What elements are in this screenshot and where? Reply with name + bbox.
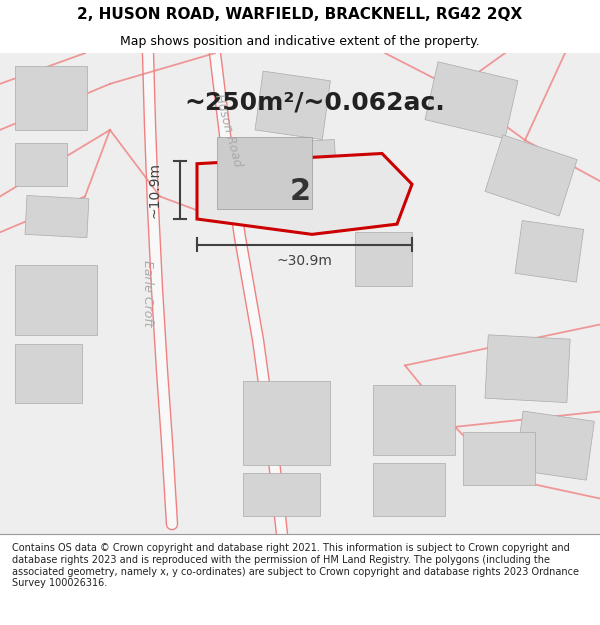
Text: ~10.9m: ~10.9m bbox=[147, 162, 161, 218]
Bar bbox=[25, 196, 89, 238]
Bar bbox=[485, 335, 570, 402]
Text: 2, HUSON ROAD, WARFIELD, BRACKNELL, RG42 2QX: 2, HUSON ROAD, WARFIELD, BRACKNELL, RG42… bbox=[77, 8, 523, 22]
Bar bbox=[373, 385, 455, 454]
Text: ~30.9m: ~30.9m bbox=[277, 254, 332, 268]
Polygon shape bbox=[197, 154, 412, 234]
Text: 2: 2 bbox=[289, 177, 311, 206]
Text: Huson Road: Huson Road bbox=[212, 92, 244, 168]
Bar bbox=[15, 265, 97, 335]
Bar bbox=[243, 473, 320, 516]
Text: ~250m²/~0.062ac.: ~250m²/~0.062ac. bbox=[185, 90, 445, 114]
Bar bbox=[15, 66, 87, 130]
Bar bbox=[15, 143, 67, 186]
Text: Contains OS data © Crown copyright and database right 2021. This information is : Contains OS data © Crown copyright and d… bbox=[12, 543, 579, 588]
Text: Earle Croft: Earle Croft bbox=[142, 261, 155, 327]
Bar bbox=[463, 432, 535, 485]
Bar bbox=[355, 232, 412, 286]
Bar bbox=[425, 62, 518, 139]
Bar bbox=[283, 139, 337, 191]
Bar bbox=[217, 137, 312, 209]
Bar bbox=[515, 221, 584, 282]
Bar bbox=[15, 344, 82, 403]
Bar bbox=[255, 71, 331, 139]
Text: Map shows position and indicative extent of the property.: Map shows position and indicative extent… bbox=[120, 35, 480, 48]
Bar bbox=[373, 462, 445, 516]
Bar bbox=[515, 411, 595, 480]
Bar bbox=[485, 135, 577, 216]
Bar bbox=[243, 381, 330, 465]
